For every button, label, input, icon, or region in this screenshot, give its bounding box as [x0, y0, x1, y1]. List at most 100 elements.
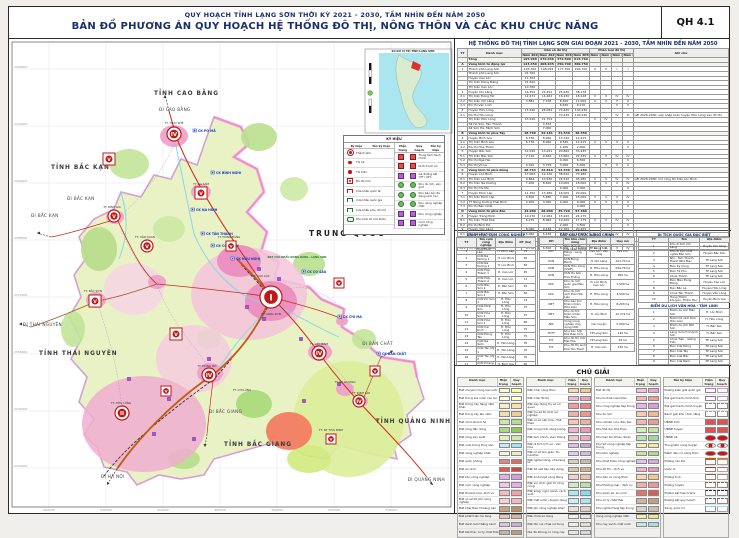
legend-symbol — [716, 450, 728, 457]
table-cell: CCN Hòa Sơn 2 — [475, 318, 497, 327]
legend-swatch — [511, 529, 523, 536]
industry-site-marker — [257, 267, 261, 271]
map-label-dir: ĐI BẢN CHẮT — [362, 341, 393, 346]
table-cell: Điểm du lịch Mẫu Sơn — [668, 308, 700, 317]
legend-line — [704, 498, 716, 504]
table-cell: 8 — [456, 296, 477, 305]
detail-table: KH Tên khu chức năng Địa điểm Quy mô KKT Khu … — [538, 236, 636, 352]
map-key-item: Khu du lịch, sân golf — [394, 182, 444, 191]
legend-symbol — [716, 403, 728, 410]
legend-color — [567, 513, 579, 520]
legend-item: Đất cụm công nghiệp — [458, 482, 523, 490]
table-row: 7 Đền Cửa Tây TP Lạng Sơn — [638, 348, 730, 355]
legend-color — [579, 434, 591, 441]
grid-label-x: 420000 — [43, 508, 55, 512]
legend-swatch — [636, 403, 648, 410]
table-cell: KCN Hồ Sơn - Hòa Thắng — [562, 271, 588, 280]
table-cell: 3 — [638, 322, 670, 331]
table-cell: 2 — [456, 254, 477, 263]
column-header: TT — [456, 236, 477, 249]
legend-group-symbols: Tên ký hiệu Hiện trạng Quy hoạch Đường biên… — [662, 377, 729, 538]
legend-color — [636, 513, 647, 520]
table-cell: H. Cao Lộc — [698, 363, 730, 365]
legend-swatch — [567, 411, 579, 417]
legend-line — [704, 474, 716, 481]
table-row: 8.1 Thị trấn Thất Khê 6.270 8.064 10.420 17.1… — [457, 218, 729, 224]
legend-color — [579, 529, 591, 536]
urban-class-marker: V — [140, 239, 154, 253]
legend-swatch — [648, 458, 660, 465]
legend-color — [499, 419, 510, 425]
legend-swatch — [579, 474, 591, 481]
town-label: TT. BẮC SƠN — [83, 288, 102, 293]
direction-arrows — [18, 94, 434, 486]
legend-swatch — [648, 450, 660, 457]
table-cell: 92 ha — [610, 336, 636, 345]
town-label: TT. LỘC BÌNH — [309, 341, 328, 346]
border-gate-label: CK CO SÂU — [307, 269, 327, 274]
table-cell: 650 ha — [610, 271, 636, 280]
table-row: 2 CCN Na Dương 1 H. Lộc Bình 50 — [456, 254, 536, 263]
grid-label-y: 2420000 — [14, 122, 27, 126]
urban-class-marker: IV — [166, 126, 182, 142]
table-row: KKT Khu kinh tế cửa khẩu Đồng Đăng - Lạng… — [538, 244, 636, 259]
legend-item: Đất cơ sở văn hóa - thể thao — [526, 419, 591, 427]
legend-line — [704, 490, 716, 496]
table-cell: 6 — [456, 282, 477, 291]
legend-color — [579, 387, 591, 394]
legend-line — [704, 506, 716, 512]
legend-item: Đất khu công nghiệp — [458, 474, 523, 482]
grn-icon — [409, 191, 416, 198]
border-gate: CK PÒ MÃ — [192, 128, 216, 133]
table-cell: TP Lạng Sơn, Cao Lộc, Văn Lãng — [586, 244, 612, 259]
map-neatline — [11, 41, 452, 508]
legend-item: Núi đá không có rừng cây — [526, 529, 591, 537]
table-cell: CCN Na Dương 2 — [475, 261, 497, 270]
right-panel: HỆ THỐNG ĐÔ THỊ TỈNH LẠNG SƠN GIAI ĐOẠN … — [455, 39, 731, 538]
urban-class-numeral: IV — [206, 373, 213, 379]
table-row: ĐT Khu đô thị sinh thái Yên Trạch H. Cao L… — [538, 343, 636, 352]
table-cell: H. Lộc Bình, Cao Lộc — [586, 278, 612, 290]
adm-icon — [716, 427, 728, 433]
table-cell: KKT — [538, 244, 564, 259]
table-cell: 5 — [456, 275, 477, 284]
legend-color — [499, 506, 510, 512]
table-row: KDL Khu du lịch quốc gia Mẫu Sơn H. Lộc Bì… — [538, 278, 636, 290]
legend-color — [636, 387, 647, 394]
map-label-dir: ĐI BẮC GIANG — [209, 409, 242, 414]
grid-label-y: 2340000 — [14, 407, 27, 411]
table-cell: ĐT — [538, 343, 564, 352]
legend-color — [511, 419, 522, 425]
urban-table-title: HỆ THỐNG ĐÔ THỊ TỈNH LẠNG SƠN GIAI ĐOẠN … — [468, 41, 718, 47]
legend-color — [636, 482, 647, 488]
legend-color — [511, 434, 522, 441]
legend-title: CHÚ GIẢI — [576, 368, 610, 376]
table-cell: 50 — [515, 261, 536, 270]
grid-label-x: 484000 — [271, 508, 283, 512]
legend-item: Khu công nghiệp tập trung — [595, 403, 660, 411]
grid-label-x: 516000 — [385, 508, 397, 512]
legend-swatch — [499, 419, 511, 425]
table-cell: 75 — [515, 247, 536, 256]
pur-icon — [397, 220, 404, 227]
title-texts: QUY HOẠCH TỈNH LẠNG SƠN THỜI KỲ 2021 - 2… — [9, 7, 661, 38]
table-cell: Điểm DL sinh thái Hữu Liên — [668, 315, 700, 324]
legend-swatch — [636, 419, 648, 425]
table-cell: KCN — [538, 264, 564, 273]
table-cell: H. Văn Lãng — [495, 339, 517, 348]
legend-item: Đường cao tốc — [663, 458, 728, 466]
table-cell: 50 — [515, 360, 536, 365]
table-cell: Khu di tích Chi Lăng — [668, 241, 700, 251]
dot-icon — [704, 434, 716, 441]
town-label: TT. NA DƯƠNG — [333, 380, 355, 384]
adm-icon — [716, 419, 728, 425]
table-cell: 150 ha — [610, 343, 636, 352]
legend-symbol — [704, 411, 716, 417]
legend-line — [704, 403, 716, 410]
column-header: KH — [538, 236, 564, 246]
map-panel: SƠ ĐỒ VỊ TRÍ TỈNH LẠNG SƠN TỈNH CAO BẰNG… — [9, 39, 455, 513]
plan-title: QUY HOẠCH TỈNH LẠNG SƠN THỜI KỲ 2021 - 2… — [184, 11, 486, 19]
detail-table-title: ĐIỂM DU LỊCH VĂN HÓA - TÂM LINH — [650, 303, 718, 308]
legend-color — [499, 513, 510, 520]
grn-icon — [409, 201, 416, 208]
